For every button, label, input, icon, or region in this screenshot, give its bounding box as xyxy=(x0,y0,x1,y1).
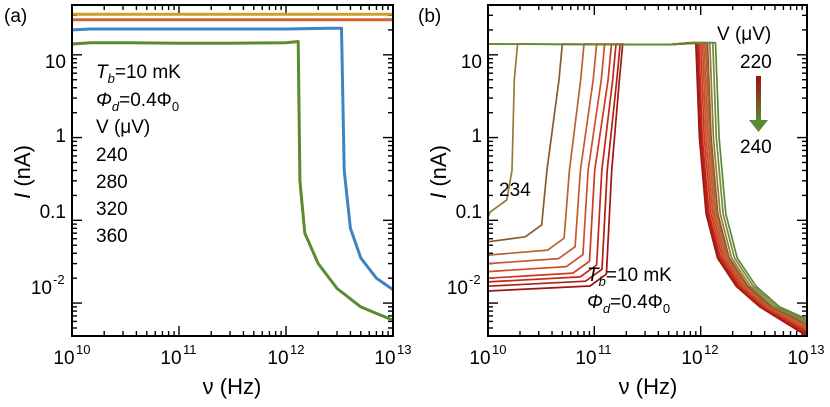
panel-b-tb-annotation: Tb=10 mK xyxy=(587,265,672,289)
svg-text:10: 10 xyxy=(681,348,702,369)
svg-text:10: 10 xyxy=(575,348,596,369)
panel-a-tb-annotation: Tb=10 mK xyxy=(96,62,181,86)
svg-text:10: 10 xyxy=(53,348,74,369)
panel-b-series-line-240 xyxy=(487,41,808,320)
panel-b-arrow-shaft xyxy=(756,76,761,123)
svg-text:10: 10 xyxy=(787,348,808,369)
panel-a-ytick-1: 1 xyxy=(55,126,66,147)
panel-a-xlabel: ν (Hz) xyxy=(203,374,262,399)
panel-b-curve-label-234: 234 xyxy=(499,180,531,201)
panel-a-legend-280: 280 xyxy=(96,172,128,193)
svg-text:10: 10 xyxy=(267,348,288,369)
svg-text:10: 10 xyxy=(160,348,181,369)
panel-b-ytick-1: 1 xyxy=(471,126,482,147)
panel-a-legend-title: V (μV) xyxy=(96,117,150,138)
svg-text:10: 10 xyxy=(492,342,506,357)
panel-a-series-line-240 xyxy=(71,40,394,322)
svg-text:11: 11 xyxy=(183,342,197,357)
panel-a-ytick-10: 10 xyxy=(45,52,66,73)
panel-a-xtick-1e11: 10 11 xyxy=(160,342,196,369)
panel-a-xtick-1e12: 10 12 xyxy=(267,342,304,369)
svg-text:11: 11 xyxy=(598,342,612,357)
panel-b-voltage-arrow xyxy=(749,76,768,132)
panel-b-ytick-0.1: 0.1 xyxy=(456,202,482,223)
panel-b: (b) 10 1 0.1 10 -2 10 10 10 11 10 12 10 … xyxy=(418,4,824,399)
panel-b-ytick-10: 10 xyxy=(461,52,482,73)
svg-text:13: 13 xyxy=(810,342,824,357)
panel-a: (a) 10 1 0.1 10 -2 10 10 10 11 10 12 10 … xyxy=(4,4,411,399)
panel-b-xtick-1e10: 10 10 xyxy=(469,342,506,369)
panel-a-tag: (a) xyxy=(4,6,27,27)
svg-text:12: 12 xyxy=(290,342,304,357)
panel-b-xlabel: ν (Hz) xyxy=(619,374,678,399)
svg-text:10: 10 xyxy=(76,342,90,357)
panel-b-ytick-0.01: 10 xyxy=(447,278,468,299)
panel-a-xtick-1e13: 10 13 xyxy=(374,342,411,369)
svg-text:12: 12 xyxy=(704,342,718,357)
panel-a-phi-annotation: Φd=0.4Φ0 xyxy=(96,90,179,114)
panel-b-frame xyxy=(487,4,808,337)
panel-b-xtick-1e12: 10 12 xyxy=(681,342,718,369)
panel-b-v-start: 220 xyxy=(740,52,772,73)
panel-b-phi-annotation: Φd=0.4Φ0 xyxy=(587,292,670,316)
panel-a-frame xyxy=(71,4,394,337)
panel-a-series xyxy=(71,12,394,322)
panel-b-xtick-1e13: 10 13 xyxy=(787,342,824,369)
svg-text:13: 13 xyxy=(397,342,411,357)
panel-a-ylabel: I (nA) xyxy=(10,145,35,199)
panel-a-legend-240: 240 xyxy=(96,145,128,166)
panel-a-legend-360: 360 xyxy=(96,226,128,247)
panel-b-series xyxy=(487,41,808,337)
panel-b-arrow-head xyxy=(749,120,768,132)
panel-b-v-end: 240 xyxy=(740,137,772,158)
panel-a-xtick-1e10: 10 10 xyxy=(53,342,90,369)
panel-a-legend-320: 320 xyxy=(96,199,128,220)
panel-a-series-line-280 xyxy=(71,26,394,291)
panel-a-ytick-0.01: 10 xyxy=(31,278,52,299)
panel-b-ylabel: I (nA) xyxy=(426,145,451,199)
panel-a-ytick-0.01-exp: -2 xyxy=(53,272,65,287)
svg-text:10: 10 xyxy=(469,348,490,369)
panel-b-xtick-1e11: 10 11 xyxy=(575,342,611,369)
panel-a-ytick-0.1: 0.1 xyxy=(40,202,66,223)
panel-b-tag: (b) xyxy=(418,6,441,27)
panel-b-ytick-0.01-exp: -2 xyxy=(469,272,481,287)
svg-text:10: 10 xyxy=(374,348,395,369)
panel-b-legend-title: V (μV) xyxy=(717,24,771,45)
